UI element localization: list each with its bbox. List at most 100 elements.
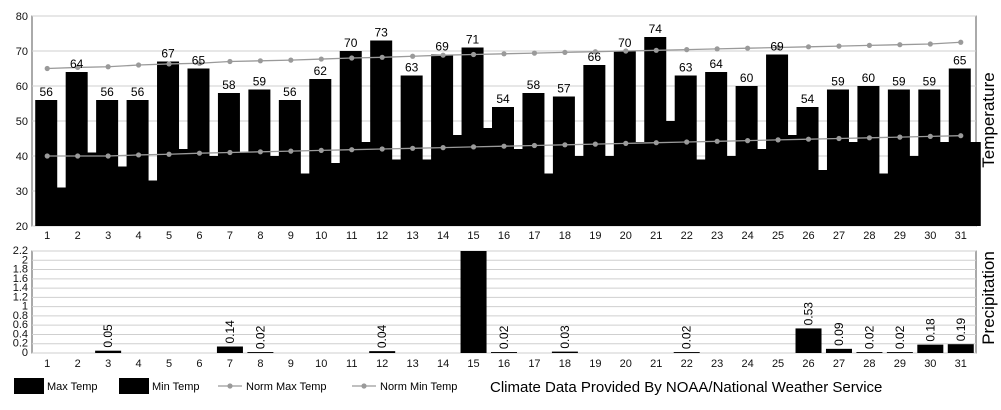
norm-min-temp-point bbox=[745, 138, 751, 144]
legend-label: Min Temp bbox=[152, 381, 199, 393]
max-temp-data-label: 67 bbox=[161, 47, 175, 61]
norm-max-temp-point bbox=[927, 41, 933, 47]
precip-y-tick: 0.6 bbox=[13, 319, 28, 331]
max-temp-bar bbox=[96, 100, 119, 226]
max-temp-bar bbox=[796, 107, 819, 226]
norm-min-temp-point bbox=[288, 148, 294, 154]
norm-min-temp-point bbox=[75, 153, 81, 159]
legend: Max Temp Min Temp Norm Max Temp Norm Min Te… bbox=[14, 378, 457, 394]
norm-max-temp-point bbox=[501, 51, 507, 57]
norm-min-temp-point bbox=[897, 134, 903, 140]
norm-min-temp-point bbox=[836, 135, 842, 142]
precip-y-tick: 2.2 bbox=[13, 245, 28, 257]
max-temp-data-label: 54 bbox=[801, 92, 815, 106]
precip-x-tick: 24 bbox=[741, 358, 753, 370]
temp-y-tick: 30 bbox=[16, 186, 28, 198]
max-temp-data-label: 63 bbox=[405, 61, 419, 75]
legend-label: Norm Max Temp bbox=[246, 381, 326, 393]
temp-x-tick: 22 bbox=[681, 230, 693, 242]
norm-max-temp-point bbox=[410, 53, 416, 59]
precip-x-tick: 22 bbox=[681, 358, 693, 370]
norm-max-temp-point bbox=[562, 49, 568, 56]
precipitation-bar bbox=[216, 346, 243, 353]
norm-min-temp-point bbox=[379, 146, 385, 152]
temp-x-tick: 10 bbox=[315, 230, 327, 242]
norm-min-temp-point bbox=[531, 142, 538, 149]
norm-max-temp-point bbox=[75, 64, 81, 71]
max-temp-bar bbox=[248, 89, 271, 226]
norm-min-temp-point bbox=[927, 133, 933, 139]
norm-max-temp-point bbox=[623, 48, 629, 54]
temp-y-tick: 20 bbox=[16, 221, 28, 233]
max-temp-bar bbox=[613, 51, 636, 226]
norm-max-temp-point bbox=[318, 56, 324, 62]
precip-x-tick: 18 bbox=[559, 358, 571, 370]
temp-x-tick: 13 bbox=[407, 230, 419, 242]
precipitation-bar bbox=[369, 351, 396, 353]
max-temp-data-label: 71 bbox=[466, 33, 480, 47]
max-temp-data-label: 73 bbox=[375, 26, 389, 40]
precip-x-tick: 1 bbox=[44, 358, 50, 370]
temp-x-tick: 28 bbox=[863, 230, 875, 242]
norm-min-temp-point bbox=[714, 138, 720, 144]
data-credit: Climate Data Provided By NOAA/National W… bbox=[490, 379, 882, 396]
temp-x-tick: 8 bbox=[257, 230, 263, 242]
max-temp-data-label: 66 bbox=[588, 50, 602, 64]
temp-x-tick: 26 bbox=[802, 230, 814, 242]
temp-x-tick: 7 bbox=[227, 230, 233, 242]
norm-min-temp-point bbox=[684, 139, 690, 145]
precip-x-tick: 12 bbox=[376, 358, 388, 370]
precip-x-tick: 23 bbox=[711, 358, 723, 370]
norm-min-temp-point bbox=[501, 143, 507, 149]
max-temp-bar bbox=[644, 37, 667, 226]
max-temp-data-label: 60 bbox=[740, 71, 754, 85]
norm-max-temp-point bbox=[805, 44, 812, 50]
precip-data-label: 0.02 bbox=[680, 325, 694, 349]
norm-max-temp-point bbox=[531, 50, 538, 56]
norm-max-temp-point bbox=[257, 58, 263, 64]
norm-max-temp-point bbox=[105, 64, 111, 70]
max-temp-data-label: 56 bbox=[100, 85, 114, 99]
temp-x-tick: 30 bbox=[924, 230, 936, 242]
temp-x-tick: 4 bbox=[136, 230, 142, 242]
precip-data-label: 0.18 bbox=[923, 318, 937, 342]
norm-min-temp-point bbox=[562, 142, 568, 148]
norm-min-temp-point bbox=[958, 133, 964, 139]
temp-y-tick: 40 bbox=[16, 151, 28, 163]
norm-max-temp-point bbox=[288, 57, 294, 63]
precip-x-tick: 16 bbox=[498, 358, 510, 370]
norm-min-temp-point bbox=[805, 136, 812, 142]
precip-x-tick: 15 bbox=[467, 358, 479, 370]
max-temp-data-label: 64 bbox=[70, 57, 84, 71]
precip-x-tick: 2 bbox=[75, 358, 81, 370]
temp-x-tick: 27 bbox=[833, 230, 845, 242]
temp-x-tick: 20 bbox=[620, 230, 632, 242]
precip-x-tick: 31 bbox=[955, 358, 967, 370]
precipitation-bar bbox=[551, 351, 578, 353]
max-temp-bar bbox=[826, 89, 849, 226]
precip-data-label: 0.02 bbox=[497, 325, 511, 349]
max-temp-data-label: 65 bbox=[192, 54, 206, 68]
max-temp-bar bbox=[65, 72, 88, 226]
max-temp-data-label: 58 bbox=[222, 78, 236, 92]
temp-y-tick: 50 bbox=[16, 116, 28, 128]
max-temp-data-label: 74 bbox=[649, 22, 663, 36]
norm-min-temp-point bbox=[318, 147, 324, 153]
temp-x-tick: 3 bbox=[105, 230, 111, 242]
max-temp-bar bbox=[461, 47, 484, 226]
max-temp-data-label: 59 bbox=[923, 75, 937, 89]
precip-x-tick: 30 bbox=[924, 358, 936, 370]
precip-x-tick: 14 bbox=[437, 358, 449, 370]
precip-x-tick: 28 bbox=[863, 358, 875, 370]
precip-x-tick: 13 bbox=[407, 358, 419, 370]
max-temp-bar bbox=[126, 100, 149, 226]
norm-min-temp-point bbox=[775, 137, 781, 143]
precip-data-label: 0.04 bbox=[375, 324, 389, 348]
norm-max-temp-point bbox=[897, 42, 903, 48]
precip-x-tick: 25 bbox=[772, 358, 784, 370]
temp-x-tick: 29 bbox=[894, 230, 906, 242]
norm-max-temp-point bbox=[440, 52, 446, 58]
max-temp-data-label: 63 bbox=[679, 61, 693, 75]
precipitation-bar bbox=[95, 350, 122, 353]
